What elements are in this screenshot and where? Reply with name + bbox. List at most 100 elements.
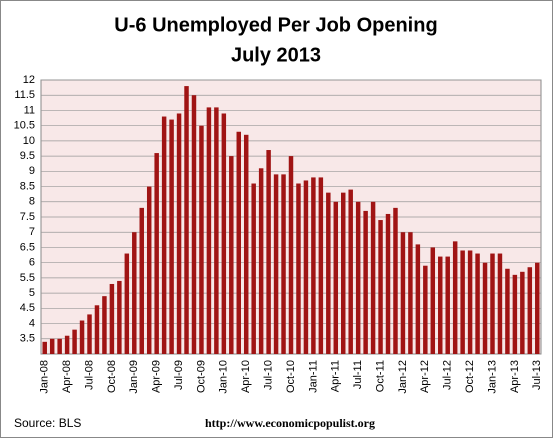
bar xyxy=(117,280,122,354)
source: Source: BLS xyxy=(14,416,81,430)
bar xyxy=(467,250,473,354)
url: http://www.economicpopulist.org xyxy=(205,416,375,430)
bar xyxy=(438,256,443,354)
bar xyxy=(94,305,100,354)
chart-title: U-6 Unemployed Per Job Opening xyxy=(114,14,437,36)
bar xyxy=(475,253,480,354)
bar xyxy=(57,338,62,354)
bar xyxy=(146,186,152,354)
bar xyxy=(430,247,436,354)
bar xyxy=(124,253,130,354)
x-tick-label: Apr-13 xyxy=(509,360,521,393)
y-tick-label: 9 xyxy=(29,165,35,177)
bar xyxy=(400,232,406,354)
bar xyxy=(199,125,204,355)
x-tick-label: Oct-08 xyxy=(106,360,118,393)
bar xyxy=(303,180,309,354)
bar xyxy=(214,107,219,355)
bar xyxy=(348,189,353,354)
bar xyxy=(176,113,182,354)
y-tick-label: 7.5 xyxy=(20,211,35,223)
y-tick-label: 10.5 xyxy=(14,120,35,132)
x-tick-label: Jul-10 xyxy=(263,360,275,390)
bar xyxy=(87,314,92,354)
bar xyxy=(363,210,368,354)
bar xyxy=(460,250,465,354)
x-tick-label: Oct-09 xyxy=(195,360,207,393)
y-tick-label: 7 xyxy=(29,226,35,238)
bar xyxy=(109,283,115,354)
y-tick-label: 4.5 xyxy=(20,302,35,314)
bar xyxy=(42,341,47,354)
bar xyxy=(378,220,383,354)
x-tick-label: Jan-08 xyxy=(39,360,51,394)
bar xyxy=(355,201,361,354)
x-tick-label: Oct-12 xyxy=(464,360,476,393)
x-tick-label: Jan-13 xyxy=(486,360,498,394)
bar xyxy=(505,268,510,354)
bar xyxy=(527,267,533,354)
y-tick-label: 12 xyxy=(23,74,35,86)
y-tick-label: 9.5 xyxy=(20,150,35,162)
bar xyxy=(139,207,144,354)
bar xyxy=(408,232,413,354)
bar xyxy=(49,338,55,354)
bar xyxy=(333,201,339,354)
bar xyxy=(393,207,398,354)
bar xyxy=(370,201,376,354)
bar xyxy=(229,156,234,354)
bar xyxy=(288,156,294,354)
bar xyxy=(482,262,488,354)
bar xyxy=(251,183,256,354)
bar xyxy=(273,174,279,354)
bar xyxy=(452,241,458,354)
bar xyxy=(64,335,70,354)
bar xyxy=(266,150,271,354)
x-tick-label: Apr-10 xyxy=(240,360,252,393)
bar xyxy=(161,116,167,355)
bar xyxy=(221,113,227,354)
bar xyxy=(326,192,331,354)
x-tick-label: Jul-13 xyxy=(531,360,543,390)
x-tick-label: Oct-10 xyxy=(285,360,297,393)
bar xyxy=(243,134,249,354)
bar xyxy=(154,153,159,354)
bar xyxy=(311,177,316,354)
bar xyxy=(385,213,391,354)
bar xyxy=(191,95,197,354)
x-tick-label: Jan-12 xyxy=(397,360,409,394)
y-tick-label: 6 xyxy=(29,257,35,269)
bar xyxy=(102,296,107,354)
bar xyxy=(445,256,450,354)
chart-subtitle: July 2013 xyxy=(231,44,321,66)
bar xyxy=(72,329,77,354)
x-tick-label: Apr-11 xyxy=(330,360,342,392)
bar xyxy=(341,192,346,354)
y-tick-label: 8.5 xyxy=(20,180,35,192)
x-tick-label: Apr-09 xyxy=(151,360,163,393)
bar xyxy=(415,244,421,354)
bar xyxy=(258,168,264,354)
bar xyxy=(535,262,540,354)
bar xyxy=(296,183,301,354)
x-tick-label: Jan-11 xyxy=(307,360,319,393)
x-tick-label: Jan-10 xyxy=(218,360,230,394)
bar xyxy=(512,274,518,354)
x-tick-label: Jul-08 xyxy=(83,360,95,390)
y-tick-label: 6.5 xyxy=(20,241,35,253)
y-tick-label: 8 xyxy=(29,196,35,208)
x-tick-label: Apr-08 xyxy=(61,360,73,393)
x-tick-label: Jul-09 xyxy=(173,360,185,390)
bar xyxy=(184,86,189,354)
bar xyxy=(520,271,525,354)
bar xyxy=(206,107,212,355)
y-tick-label: 10 xyxy=(23,135,35,147)
y-tick-label: 11 xyxy=(24,104,35,116)
bar xyxy=(132,232,137,354)
y-tick-label: 3.5 xyxy=(20,333,35,345)
x-tick-label: Jul-12 xyxy=(442,360,454,390)
bar xyxy=(497,253,503,354)
bar xyxy=(318,177,324,354)
bar xyxy=(281,174,286,354)
